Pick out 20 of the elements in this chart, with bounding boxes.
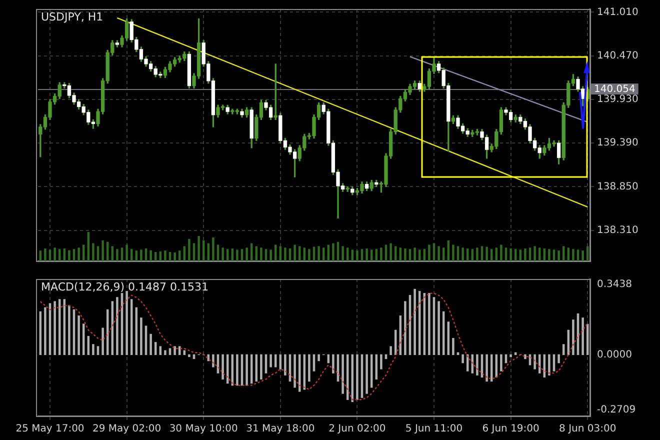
x-tick-label: 25 May 17:00 bbox=[16, 424, 84, 435]
y-tick-label: 141.010 bbox=[597, 6, 638, 18]
y-tick-label: 138.310 bbox=[597, 224, 638, 236]
x-tick-label: 8 Jun 03:00 bbox=[559, 424, 616, 435]
y-tick-label: 139.930 bbox=[597, 94, 638, 106]
x-tick-label: 30 May 10:00 bbox=[169, 424, 238, 435]
x-tick-label: 5 Jun 11:00 bbox=[405, 424, 463, 435]
y-tick-label: 0.0000 bbox=[597, 349, 632, 360]
y-tick-label: 140.470 bbox=[597, 50, 638, 62]
chart-title: MACD(12,26,9) 0.1487 0.1531 bbox=[41, 280, 209, 294]
y-tick-label: 138.850 bbox=[597, 181, 638, 192]
x-tick-label: 29 May 02:00 bbox=[92, 424, 162, 435]
x-tick-label: 6 Jun 19:00 bbox=[482, 424, 540, 435]
x-tick-label: 2 Jun 02:00 bbox=[328, 424, 386, 435]
y-tick-label: -0.2709 bbox=[597, 404, 636, 416]
ref-line-label: 140.054 bbox=[594, 84, 636, 96]
chart-title: USDJPY, H1 bbox=[41, 10, 104, 24]
y-tick-label: 139.390 bbox=[597, 138, 638, 149]
y-tick-label: 0.3438 bbox=[597, 278, 632, 290]
x-tick-label: 31 May 18:00 bbox=[246, 424, 315, 435]
